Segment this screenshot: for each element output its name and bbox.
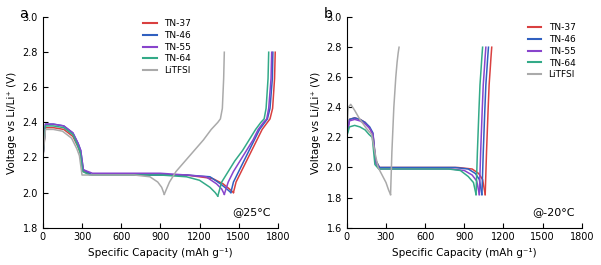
Legend: TN-37, TN-46, TN-55, TN-64, LiTFSI: TN-37, TN-46, TN-55, TN-64, LiTFSI [141, 17, 192, 77]
Text: a: a [19, 7, 28, 21]
Y-axis label: Voltage vs Li/Li⁺ (V): Voltage vs Li/Li⁺ (V) [7, 71, 17, 174]
Text: @25°C: @25°C [232, 207, 271, 217]
Legend: TN-37, TN-46, TN-55, TN-64, LiTFSI: TN-37, TN-46, TN-55, TN-64, LiTFSI [526, 22, 578, 81]
X-axis label: Specific Capacity (mAh g⁻¹): Specific Capacity (mAh g⁻¹) [88, 248, 233, 258]
X-axis label: Specific Capacity (mAh g⁻¹): Specific Capacity (mAh g⁻¹) [392, 248, 537, 258]
Text: b: b [323, 7, 332, 21]
Y-axis label: Voltage vs Li/Li⁺ (V): Voltage vs Li/Li⁺ (V) [311, 71, 321, 174]
Text: @-20°C: @-20°C [532, 207, 575, 217]
